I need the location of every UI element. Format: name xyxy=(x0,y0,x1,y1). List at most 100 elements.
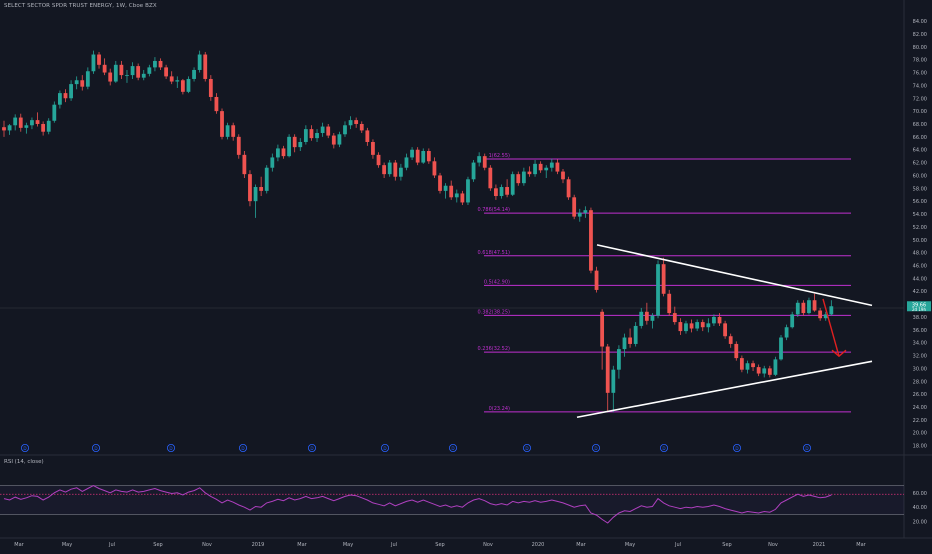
price-tick-label: 60.00 xyxy=(913,173,927,179)
candle-body xyxy=(650,315,655,321)
candle-body xyxy=(404,157,409,168)
candle-body xyxy=(108,72,113,82)
candle-body xyxy=(359,123,364,131)
candle-body xyxy=(656,264,660,316)
candle-body xyxy=(147,67,152,74)
candle-body xyxy=(85,71,90,87)
price-tick-label: 52.00 xyxy=(913,225,927,231)
candle-body xyxy=(644,311,649,321)
candle-body xyxy=(292,136,297,148)
fib-level-label: 0(23.24) xyxy=(489,406,510,412)
candle-body xyxy=(74,80,79,85)
price-tick-label: 36.00 xyxy=(913,328,927,334)
candle-body xyxy=(125,75,129,76)
candle-body xyxy=(337,134,342,145)
candle-body xyxy=(46,120,51,132)
dividend-marker-label: D xyxy=(805,446,808,451)
candle-body xyxy=(231,125,236,137)
dividend-marker-label: D xyxy=(451,446,454,451)
candle-body xyxy=(706,323,711,328)
candle-body xyxy=(253,187,258,202)
price-tick-label: 32.00 xyxy=(913,354,927,360)
candle-body xyxy=(426,150,431,162)
dividend-marker-label: D xyxy=(310,446,313,451)
candle-body xyxy=(220,111,224,137)
candle-body xyxy=(259,187,264,191)
candle-body xyxy=(169,76,174,82)
time-tick-label: Nov xyxy=(202,542,212,548)
time-tick-label: Sep xyxy=(435,542,444,548)
price-tick-label: 62.00 xyxy=(913,161,927,167)
candle-body xyxy=(320,126,325,133)
candle-body xyxy=(672,313,677,323)
candle-body xyxy=(611,369,616,393)
dividend-marker xyxy=(592,443,601,452)
price-tag-value: 39.66 xyxy=(912,302,926,308)
dividend-marker xyxy=(20,443,29,452)
time-tick-label: Jul xyxy=(390,542,397,548)
candle-body xyxy=(309,129,314,139)
dividend-marker-label: D xyxy=(662,446,665,451)
price-tick-label: 74.00 xyxy=(913,83,927,89)
candle-body xyxy=(35,120,40,124)
candle-body xyxy=(505,187,509,195)
candle-body xyxy=(343,125,347,135)
candle-body xyxy=(544,167,549,171)
dividend-marker xyxy=(523,443,532,452)
candle-body xyxy=(454,193,459,198)
candle-body xyxy=(326,126,331,136)
rsi-tick-label: 20.00 xyxy=(913,520,927,526)
fib-level-label: 0.618(47.51) xyxy=(477,250,510,256)
time-tick-label: May xyxy=(62,542,72,548)
dividend-marker-label: D xyxy=(94,446,97,451)
candle-body xyxy=(488,167,493,189)
time-tick-label: 2019 xyxy=(252,542,265,548)
candle-body xyxy=(153,60,157,68)
price-tick-label: 48.00 xyxy=(913,251,927,257)
projection-arrow xyxy=(822,298,840,357)
price-tick-label: 50.00 xyxy=(913,238,927,244)
candle-body xyxy=(583,210,588,213)
candle-body xyxy=(678,322,683,332)
candle-body xyxy=(521,171,526,184)
fib-level-label: 0.5(42.90) xyxy=(484,279,510,285)
candle-body xyxy=(387,162,392,175)
candle-body xyxy=(80,80,85,87)
price-tick-label: 78.00 xyxy=(913,58,927,64)
candle-body xyxy=(549,162,554,168)
rsi-tick-label: 40.00 xyxy=(913,505,927,511)
candle-body xyxy=(745,363,750,370)
time-tick-label: Mar xyxy=(856,542,866,548)
candle-body xyxy=(63,93,68,99)
candle-body xyxy=(661,264,666,294)
candle-body xyxy=(779,337,783,360)
upper-trendline xyxy=(596,244,873,307)
candle-body xyxy=(689,323,694,329)
price-tick-label: 58.00 xyxy=(913,186,927,192)
dividend-marker-label: D xyxy=(169,446,172,451)
candle-body xyxy=(639,311,644,326)
candle-body xyxy=(751,363,755,368)
price-tag-countdown: 2d 19h xyxy=(912,307,926,312)
candle-body xyxy=(186,78,191,92)
time-tick-label: May xyxy=(343,542,353,548)
candle-body xyxy=(119,64,124,76)
price-tick-label: 56.00 xyxy=(913,199,927,205)
dividend-marker-label: D xyxy=(594,446,597,451)
candle-body xyxy=(52,104,57,121)
candle-body xyxy=(113,64,118,82)
dividend-marker xyxy=(660,443,669,452)
dividend-marker xyxy=(166,443,175,452)
candle-body xyxy=(415,149,420,163)
price-tag-box xyxy=(907,301,931,312)
dividend-marker-label: D xyxy=(23,446,26,451)
price-tick-label: 76.00 xyxy=(913,71,927,77)
time-tick-label: Nov xyxy=(483,542,493,548)
candle-body xyxy=(421,150,426,163)
candle-body xyxy=(7,125,12,131)
price-tick-label: 72.00 xyxy=(913,96,927,102)
time-tick-label: Sep xyxy=(722,542,731,548)
price-tick-label: 54.00 xyxy=(913,212,927,218)
candle-body xyxy=(739,358,744,370)
